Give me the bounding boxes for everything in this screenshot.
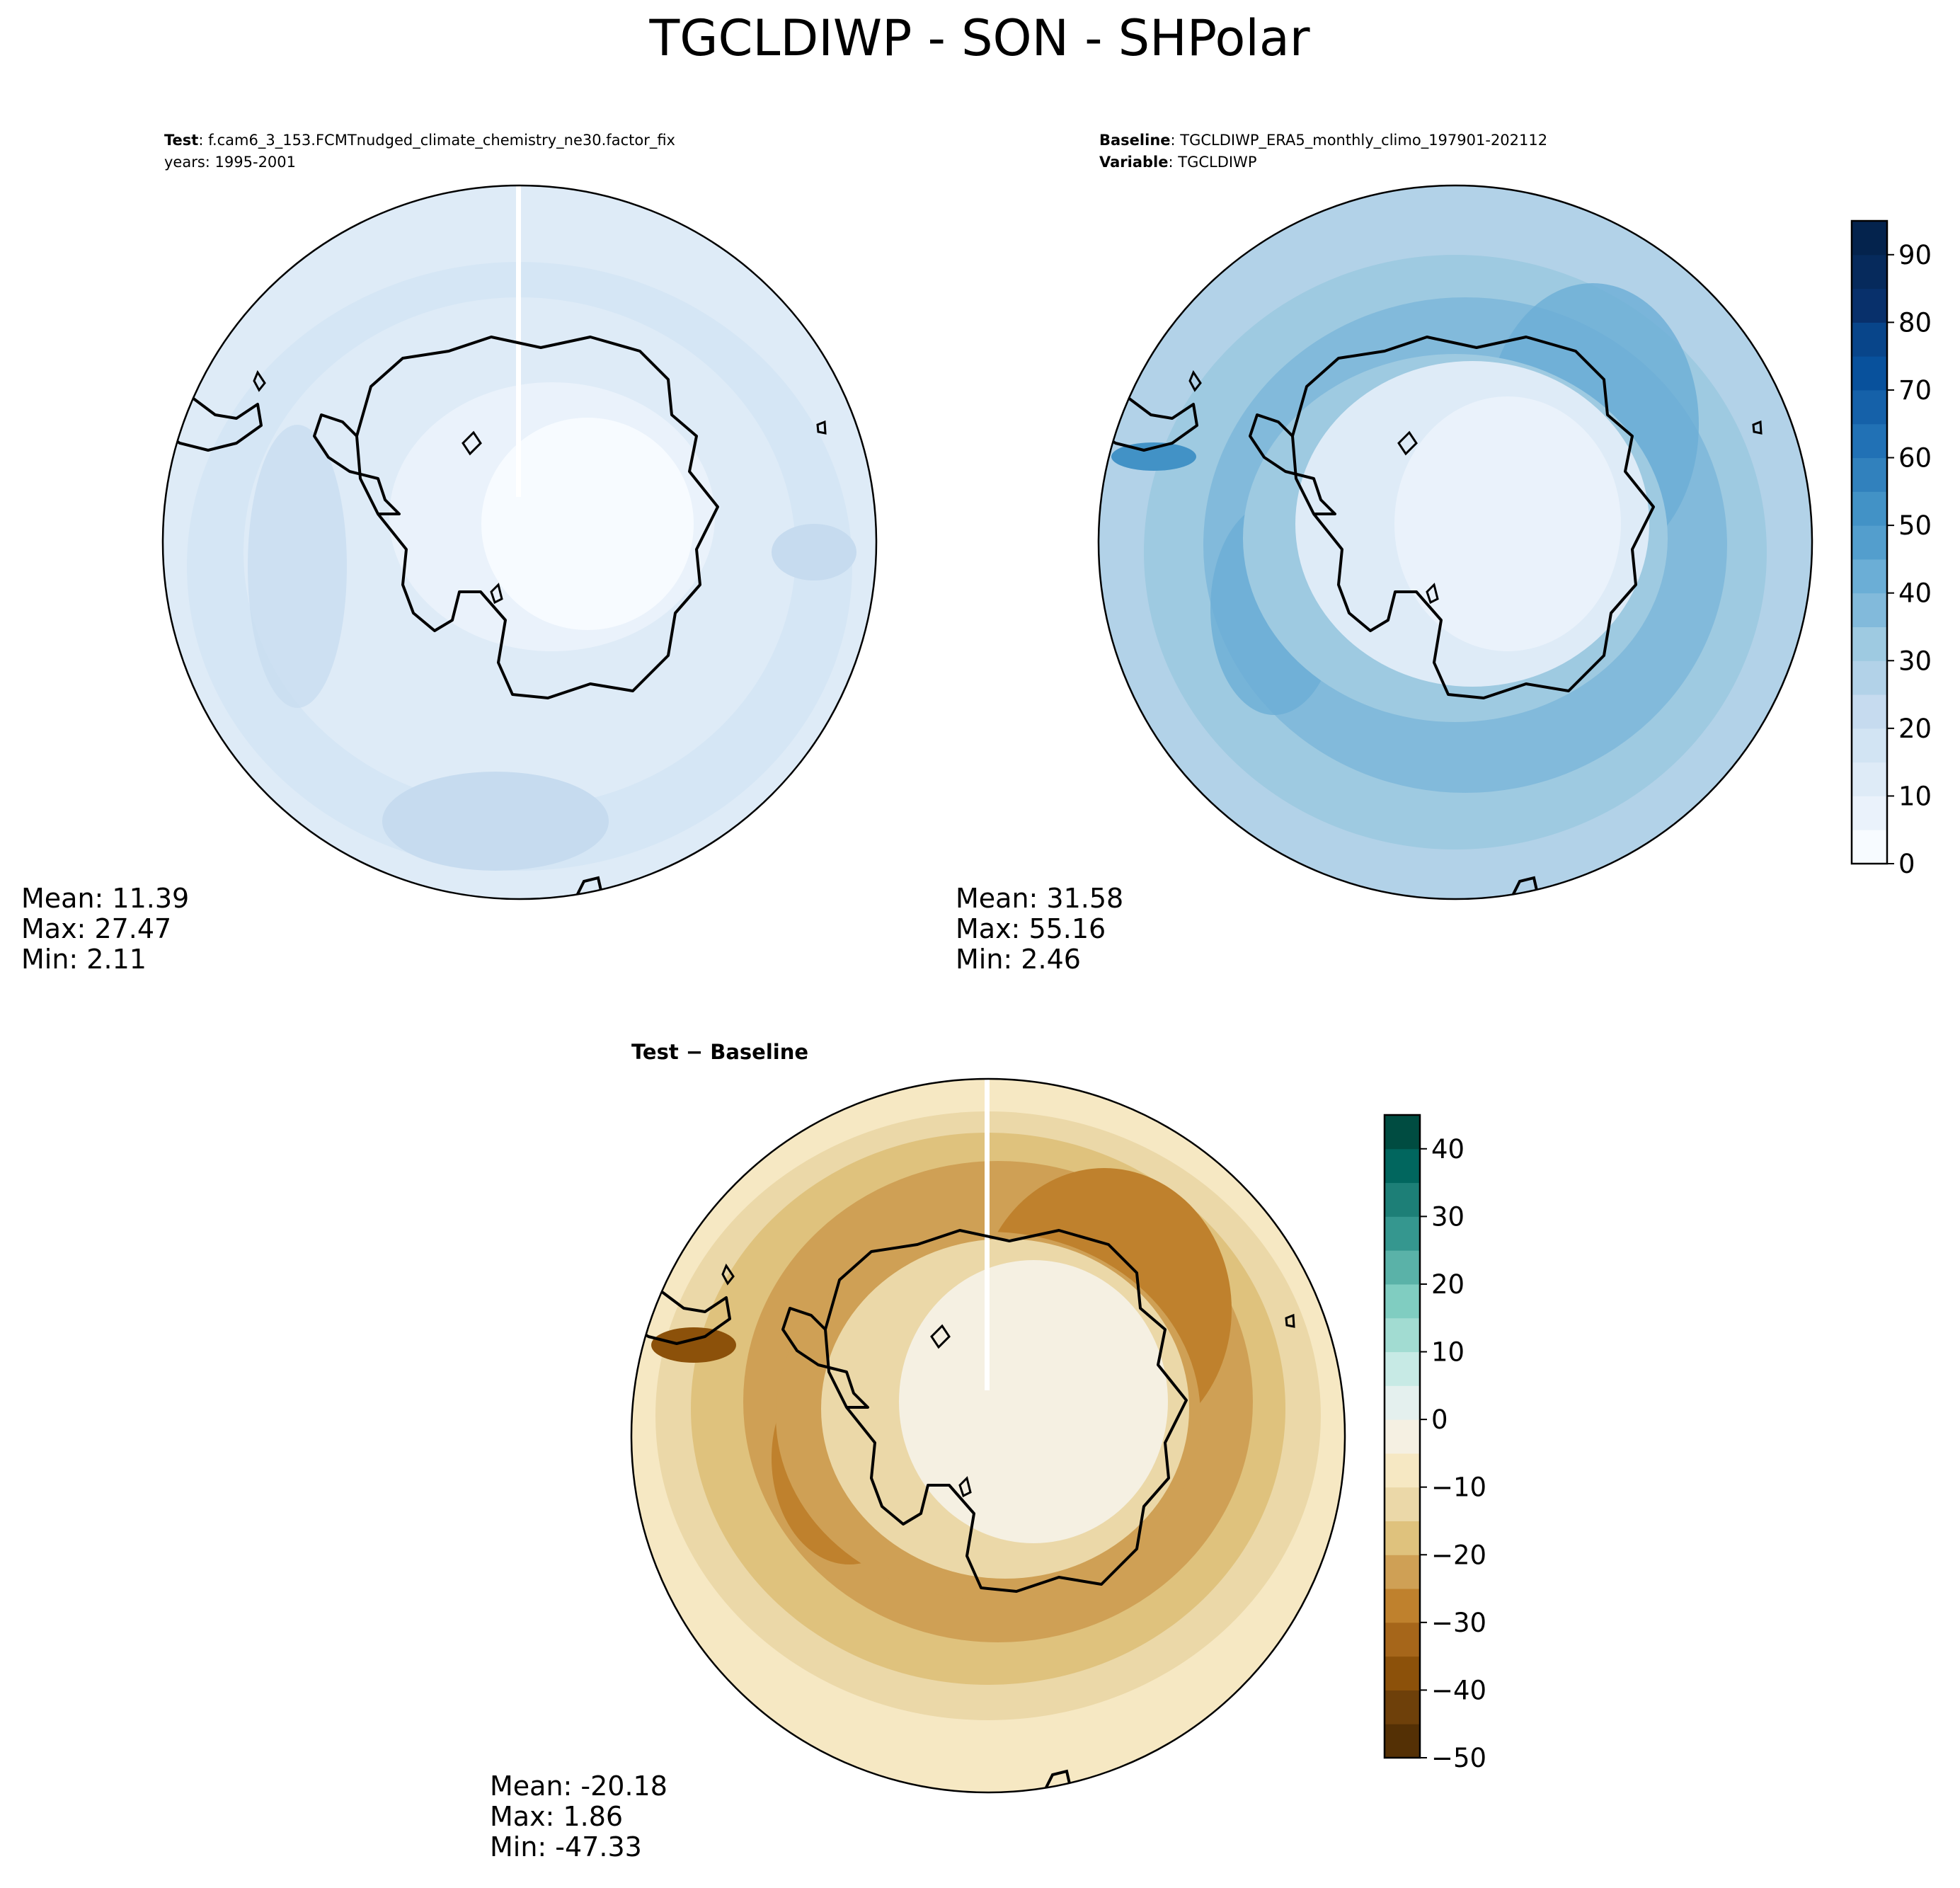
baseline-colorbar-tick-label: 0 — [1898, 849, 1915, 879]
diff-colorbar-bin — [1385, 1521, 1420, 1555]
diff-colorbar-bin — [1385, 1115, 1420, 1150]
baseline-colorbar-bin — [1852, 221, 1887, 256]
baseline-colorbar-bin — [1852, 762, 1887, 796]
baseline-colorbar-tick-label: 30 — [1898, 646, 1932, 676]
diff-colorbar-bin — [1385, 1351, 1420, 1386]
diff-colorbar-frame — [1383, 1114, 1421, 1759]
baseline-colorbar-bin — [1852, 356, 1887, 391]
baseline-colorbar-tick-label: 40 — [1898, 578, 1932, 609]
baseline-map — [1099, 185, 1812, 899]
diff-colorbar-bin — [1385, 1148, 1420, 1184]
baseline-colorbar-tick-label: 50 — [1898, 510, 1932, 541]
diff-colorbar-bin — [1385, 1419, 1420, 1454]
test-map-border — [161, 184, 878, 900]
baseline-stat-min: Min: 2.46 — [956, 944, 1081, 975]
diff-colorbar-bin — [1385, 1589, 1420, 1623]
diff-colorbar-bin — [1385, 1690, 1420, 1724]
figure-title: TGCLDIWP - SON - SHPolar — [648, 9, 1309, 67]
diff-stat-max: Max: 1.86 — [490, 1801, 623, 1832]
diff-colorbar-bin — [1385, 1453, 1420, 1488]
test-years: years: 1995-2001 — [164, 154, 296, 171]
diff-colorbar: −50 −40 −30 −20 −10 0 10 20 30 40 — [1383, 1114, 1486, 1773]
baseline-colorbar-tick-label: 20 — [1898, 714, 1932, 744]
baseline-header-line-2: Variable: TGCLDIWP — [1099, 154, 1257, 171]
test-stat-mean: Mean: 11.39 — [21, 883, 189, 914]
diff-colorbar-bin — [1385, 1182, 1420, 1217]
diff-colorbar-bin — [1385, 1555, 1420, 1589]
baseline-colorbar-bin — [1852, 728, 1887, 763]
diff-colorbar-tick-label: 30 — [1431, 1201, 1465, 1232]
diff-colorbar-tick-label: 10 — [1431, 1337, 1465, 1368]
baseline-colorbar-bin — [1852, 288, 1887, 323]
baseline-header-value: : TGCLDIWP_ERA5_monthly_climo_197901-202… — [1171, 132, 1548, 149]
test-stat-max: Max: 27.47 — [21, 913, 171, 944]
diff-colorbar-tick-label: 0 — [1431, 1404, 1448, 1435]
baseline-colorbar: 0 10 20 30 40 50 60 70 80 90 — [1850, 219, 1932, 879]
diff-map-border — [630, 1077, 1346, 1794]
baseline-variable-value: : TGCLDIWP — [1168, 154, 1256, 171]
test-header-label: Test — [164, 132, 198, 149]
baseline-colorbar-tick-label: 70 — [1898, 375, 1932, 406]
panel-test: Test: f.cam6_3_153.FCMTnudged_climate_ch… — [21, 132, 878, 975]
baseline-colorbar-bin — [1852, 423, 1887, 459]
test-map — [163, 185, 876, 899]
diff-colorbar-bin — [1385, 1656, 1420, 1690]
baseline-colorbar-bin — [1852, 559, 1887, 594]
baseline-colorbar-tick-label: 80 — [1898, 307, 1932, 338]
baseline-colorbar-bin — [1852, 525, 1887, 560]
baseline-colorbar-bin — [1852, 457, 1887, 492]
diff-colorbar-tick-label: 40 — [1431, 1134, 1465, 1165]
baseline-colorbar-tick-label: 10 — [1898, 781, 1932, 811]
diff-stat-mean: Mean: -20.18 — [490, 1770, 667, 1802]
test-header-line-1: Test: f.cam6_3_153.FCMTnudged_climate_ch… — [164, 132, 675, 149]
baseline-colorbar-bin — [1852, 491, 1887, 526]
baseline-header-line-1: Baseline: TGCLDIWP_ERA5_monthly_climo_19… — [1099, 132, 1547, 149]
baseline-colorbar-frame — [1850, 219, 1889, 865]
diff-colorbar-tick-label: −50 — [1431, 1743, 1486, 1773]
baseline-colorbar-bin — [1852, 830, 1887, 864]
diff-colorbar-bin — [1385, 1622, 1420, 1657]
diff-colorbar-tick-label: 20 — [1431, 1269, 1465, 1300]
baseline-colorbar-bin — [1852, 254, 1887, 290]
test-header-line-2: years: 1995-2001 — [164, 154, 296, 171]
baseline-colorbar-bin — [1852, 593, 1887, 627]
diff-colorbar-bin — [1385, 1250, 1420, 1285]
baseline-colorbar-tick-label: 90 — [1898, 240, 1932, 270]
diff-header: Test − Baseline — [631, 1040, 808, 1064]
diff-colorbar-tick-label: −20 — [1431, 1540, 1486, 1570]
diff-colorbar-bin — [1385, 1283, 1420, 1319]
baseline-stat-max: Max: 55.16 — [956, 913, 1106, 944]
baseline-colorbar-bin — [1852, 322, 1887, 357]
baseline-colorbar-bin — [1852, 694, 1887, 729]
diff-colorbar-bin — [1385, 1317, 1420, 1353]
diff-colorbar-tick-label: −40 — [1431, 1675, 1486, 1705]
baseline-colorbar-bin — [1852, 389, 1887, 425]
baseline-map-border — [1097, 184, 1813, 900]
baseline-stat-mean: Mean: 31.58 — [956, 883, 1123, 914]
diff-colorbar-tick-label: −10 — [1431, 1472, 1486, 1503]
baseline-colorbar-tick-label: 60 — [1898, 443, 1932, 474]
diff-map — [631, 1079, 1345, 1792]
baseline-colorbar-bin — [1852, 796, 1887, 830]
baseline-colorbar-bin — [1852, 660, 1887, 695]
diff-colorbar-bin — [1385, 1487, 1420, 1521]
test-header-value: : f.cam6_3_153.FCMTnudged_climate_chemis… — [198, 132, 675, 149]
diff-colorbar-tick-label: −30 — [1431, 1608, 1486, 1638]
baseline-colorbar-bin — [1852, 627, 1887, 661]
test-stat-min: Min: 2.11 — [21, 944, 147, 975]
baseline-variable-label: Variable — [1099, 154, 1168, 171]
panel-baseline: Baseline: TGCLDIWP_ERA5_monthly_climo_19… — [956, 132, 1932, 975]
diff-colorbar-bin — [1385, 1724, 1420, 1758]
diff-stat-min: Min: -47.33 — [490, 1831, 642, 1863]
diff-colorbar-bin — [1385, 1385, 1420, 1420]
baseline-header-label: Baseline — [1099, 132, 1171, 149]
panel-diff: Test − Baseline Mean: -20.18 Max: 1.86 M… — [490, 1040, 1486, 1863]
diff-colorbar-bin — [1385, 1216, 1420, 1251]
